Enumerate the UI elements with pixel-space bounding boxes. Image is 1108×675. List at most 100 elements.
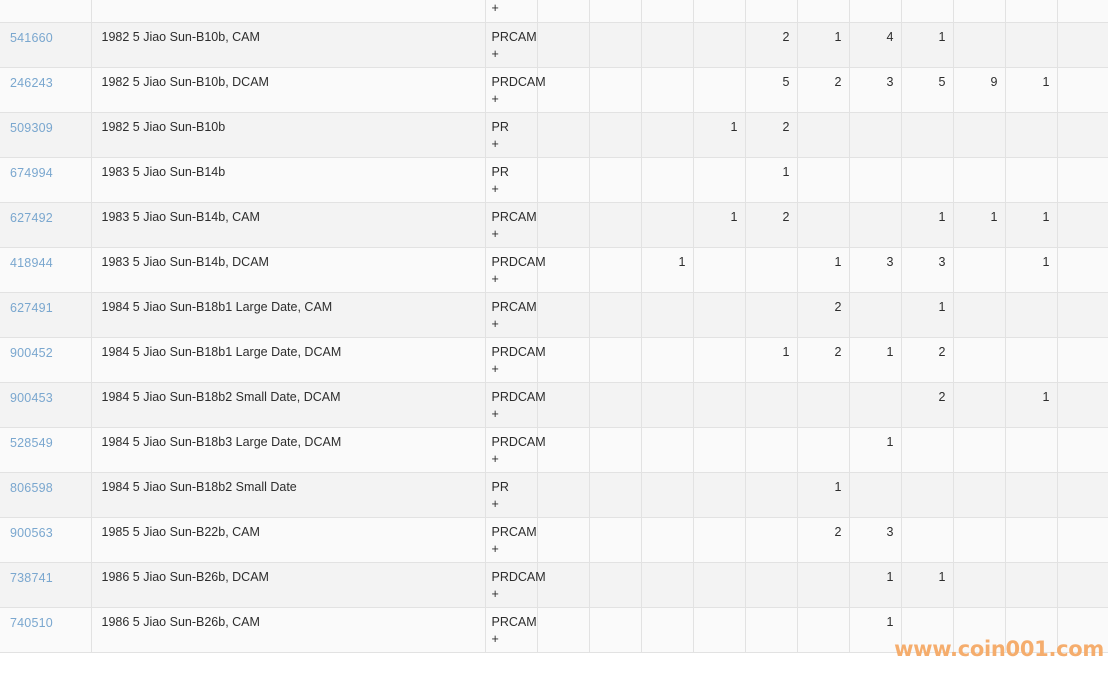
cell-population-count	[797, 607, 850, 653]
cell-population-count	[849, 0, 902, 23]
cert-id-link[interactable]: 900563	[10, 525, 53, 540]
cell-grade-designation: PRDCAM +	[485, 427, 546, 473]
cell-population-count	[1057, 517, 1108, 563]
population-count-text: 5	[782, 74, 790, 89]
population-count-text	[902, 428, 953, 443]
coin-description-text: 1982 5 Jiao Sun-B10b, CAM	[101, 29, 260, 44]
cell-population-count	[797, 112, 850, 158]
grade-wrapper: PRDCAM +	[486, 68, 546, 107]
cell-population-count	[641, 337, 694, 383]
grade-plus-designator: +	[491, 181, 499, 196]
cell-population-count	[745, 562, 798, 608]
population-count-text	[850, 113, 901, 128]
cell-population-count	[901, 472, 954, 518]
grade-code-text: PR	[491, 479, 509, 494]
cell-grade-designation: PRCAM +	[485, 517, 538, 563]
population-count-text	[850, 473, 901, 488]
population-count-text: 1	[1042, 74, 1050, 89]
cell-population-count: 1	[1005, 382, 1058, 428]
cell-population-count	[693, 382, 746, 428]
population-count-text	[694, 383, 745, 398]
cert-id-link[interactable]: 806598	[10, 480, 53, 495]
population-count-text	[1058, 248, 1108, 263]
grade-code-text: PRDCAM	[491, 569, 546, 584]
cert-id-link[interactable]: 541660	[10, 30, 53, 45]
population-count-text	[902, 518, 953, 533]
population-count-text	[1006, 518, 1057, 533]
cert-id-link[interactable]: 509309	[10, 120, 53, 135]
cell-population-count: 1	[849, 607, 902, 653]
coin-description-text: 1986 5 Jiao Sun-B26b, CAM	[101, 614, 260, 629]
cell-population-count: 1	[693, 112, 746, 158]
cell-cert-id: 596613	[0, 0, 92, 23]
population-count-text: 3	[938, 254, 946, 269]
population-count-text	[746, 608, 797, 623]
population-count-text: 3	[886, 524, 894, 539]
cell-population-count	[901, 427, 954, 473]
cell-population-count	[589, 517, 642, 563]
cell-population-count: 2	[797, 67, 850, 113]
cell-population-count: 1	[745, 157, 798, 203]
population-count-text: 1	[730, 209, 738, 224]
cell-population-count	[953, 382, 1006, 428]
grade-plus-designator: +	[491, 226, 499, 241]
population-count-text	[590, 248, 641, 263]
cert-id-link[interactable]: 674994	[10, 165, 53, 180]
population-count-text	[1006, 158, 1057, 173]
population-count-text	[850, 203, 901, 218]
cert-id-link[interactable]: 738741	[10, 570, 53, 585]
cell-population-count: 5	[745, 67, 798, 113]
cert-id-link[interactable]: 740510	[10, 615, 53, 630]
table-row: 900452 1984 5 Jiao Sun-B18b1 Large Date, …	[0, 337, 1108, 383]
cell-population-count	[745, 382, 798, 428]
cell-population-count	[745, 517, 798, 563]
cert-id-link[interactable]: 627492	[10, 210, 53, 225]
population-count-text	[798, 113, 849, 128]
table-row: 806598 1984 5 Jiao Sun-B18b2 Small Date PR…	[0, 472, 1108, 518]
cell-cert-id: 509309	[0, 112, 92, 158]
cert-id-link[interactable]: 246243	[10, 75, 53, 90]
population-count-text	[954, 338, 1005, 353]
cell-population-count	[589, 382, 642, 428]
population-count-text: 2	[782, 209, 790, 224]
cell-population-count	[537, 382, 590, 428]
population-count-text	[798, 158, 849, 173]
cert-id-link[interactable]: 418944	[10, 255, 53, 270]
population-count-text	[590, 338, 641, 353]
population-count-text: 1	[1042, 389, 1050, 404]
population-count-text	[590, 68, 641, 83]
cert-id-link[interactable]: 900452	[10, 345, 53, 360]
cell-grade-designation: PRCAM +	[485, 292, 538, 338]
cell-population-count	[1005, 607, 1058, 653]
coin-description-text: 1984 5 Jiao Sun-B18b1 Large Date, CAM	[101, 299, 333, 314]
population-table: 5966131981 5 Jiao Sun-B6b PR +2 2 541660 1982…	[0, 0, 1108, 653]
population-count-text: 1	[990, 209, 998, 224]
population-count-text	[694, 428, 745, 443]
table-row: 627491 1984 5 Jiao Sun-B18b1 Large Date, …	[0, 292, 1108, 338]
population-count-text	[1006, 608, 1057, 623]
cert-id-link[interactable]: 528549	[10, 435, 53, 450]
cell-cert-id: 418944	[0, 247, 92, 293]
cert-id-link[interactable]: 900453	[10, 390, 53, 405]
cell-population-count	[589, 292, 642, 338]
population-count-text: 1	[938, 569, 946, 584]
cell-grade-designation: PR +	[485, 112, 538, 158]
cell-grade-designation: PR +	[485, 157, 538, 203]
cell-population-count	[1057, 247, 1108, 293]
grade-code-text: PRDCAM	[491, 254, 546, 269]
cell-population-count: 1	[849, 337, 902, 383]
cell-population-count	[797, 202, 850, 248]
grade-plus-designator: +	[491, 451, 499, 466]
cell-cert-id: 900563	[0, 517, 92, 563]
population-count-text: 2	[834, 524, 842, 539]
cell-population-count	[953, 337, 1006, 383]
population-count-text	[590, 383, 641, 398]
cell-population-count	[1057, 157, 1108, 203]
cell-grade-designation: PR +	[485, 472, 538, 518]
cell-population-count	[1057, 22, 1108, 68]
cell-population-count	[589, 427, 642, 473]
cell-population-count	[589, 472, 642, 518]
cert-id-link[interactable]: 627491	[10, 300, 53, 315]
cell-population-count	[745, 472, 798, 518]
